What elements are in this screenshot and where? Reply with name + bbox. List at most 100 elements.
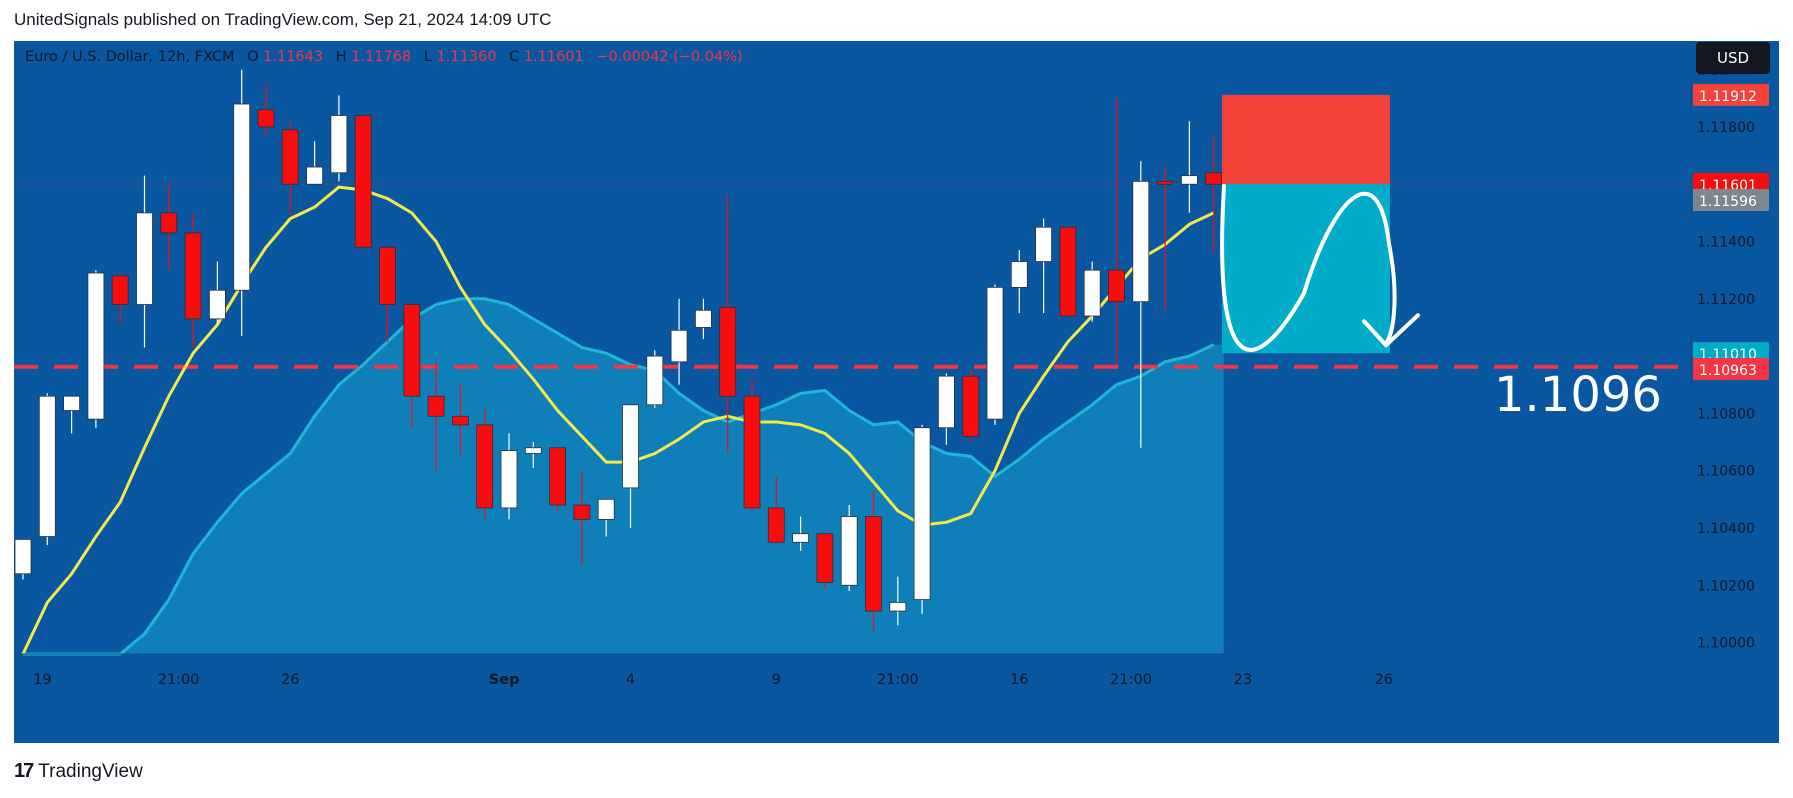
candle-body bbox=[1083, 269, 1101, 317]
tradingview-footer[interactable]: 17 TradingView bbox=[14, 760, 143, 783]
price-tick-label: 1.10000 bbox=[1697, 636, 1755, 652]
legend-l-label: L bbox=[424, 49, 432, 65]
candle-body bbox=[549, 447, 566, 506]
candle-body bbox=[354, 115, 372, 248]
candle bbox=[549, 447, 566, 511]
candle bbox=[403, 304, 421, 428]
time-tick-label: 23 bbox=[1234, 672, 1252, 688]
price-tick-label: 1.10200 bbox=[1697, 578, 1755, 594]
candle-body bbox=[938, 375, 955, 429]
candle-body bbox=[865, 516, 882, 612]
candle-body bbox=[281, 129, 299, 185]
candle-body bbox=[233, 103, 251, 291]
target-label: 1.1096 bbox=[1494, 367, 1662, 423]
candle bbox=[1205, 135, 1223, 253]
candle bbox=[208, 261, 226, 325]
time-tick-label: 19 bbox=[33, 672, 51, 688]
candle-body bbox=[1010, 261, 1028, 288]
price-tick-label: 1.10400 bbox=[1697, 521, 1755, 537]
time-tick-label: Sep bbox=[489, 672, 520, 688]
candle bbox=[1108, 98, 1125, 365]
candle bbox=[306, 141, 324, 185]
candle bbox=[889, 576, 907, 626]
candle-body bbox=[427, 395, 445, 417]
time-tick-label: 21:00 bbox=[877, 672, 919, 688]
candle bbox=[767, 476, 785, 546]
candle bbox=[451, 384, 469, 457]
legend-o-label: O bbox=[247, 49, 258, 65]
candle bbox=[962, 370, 980, 443]
candle bbox=[573, 470, 591, 566]
candle-body bbox=[208, 289, 226, 320]
candle bbox=[1035, 218, 1052, 314]
price-tick-label: 1.10600 bbox=[1697, 464, 1755, 480]
tradingview-logo-icon: 17 bbox=[14, 760, 34, 782]
candlestick-chart[interactable]: 1.1096 Euro / U.S. Dollar, 12h, FXCM O 1… bbox=[14, 41, 1779, 743]
candle-body bbox=[257, 109, 275, 128]
candle bbox=[816, 533, 834, 589]
currency-badge-label: USD bbox=[1717, 49, 1749, 67]
time-tick-label: 9 bbox=[772, 672, 781, 688]
legend-h-label: H bbox=[336, 49, 347, 65]
candle-body bbox=[476, 424, 494, 509]
candle bbox=[233, 69, 251, 337]
candle bbox=[670, 298, 688, 385]
tradingview-brand: TradingView bbox=[38, 760, 143, 782]
legend: Euro / U.S. Dollar, 12h, FXCM O 1.11643 … bbox=[25, 49, 743, 65]
candle bbox=[1010, 250, 1028, 314]
arrow-head bbox=[1362, 313, 1420, 348]
time-tick-label: 26 bbox=[281, 672, 299, 688]
candle bbox=[622, 404, 639, 528]
time-tick-label: 26 bbox=[1375, 672, 1393, 688]
time-tick-label: 4 bbox=[626, 672, 635, 688]
candle-body bbox=[646, 355, 664, 406]
candle-body bbox=[160, 212, 178, 234]
candle-body bbox=[306, 166, 324, 185]
candle-body bbox=[111, 275, 129, 305]
legend-l-value: 1.11360 bbox=[437, 49, 497, 65]
price-tick-label: 1.10800 bbox=[1697, 406, 1755, 422]
legend-c-value: 1.11601 bbox=[524, 49, 584, 65]
candle-body bbox=[136, 212, 153, 305]
candle bbox=[184, 212, 202, 348]
candle bbox=[938, 373, 955, 445]
currency-badge[interactable] bbox=[1696, 42, 1770, 74]
candle bbox=[1181, 121, 1198, 213]
candle bbox=[281, 121, 299, 216]
candle-body bbox=[1035, 226, 1052, 262]
candle-body bbox=[719, 306, 737, 397]
candle bbox=[14, 539, 32, 580]
hand-drawn-arrow bbox=[1220, 183, 1397, 352]
candle bbox=[743, 379, 761, 511]
candle-body bbox=[184, 232, 202, 320]
candle bbox=[111, 273, 129, 325]
take-profit-zone bbox=[1222, 183, 1390, 354]
candle-body bbox=[87, 272, 105, 420]
candle bbox=[695, 298, 712, 339]
time-axis[interactable]: 19 21:00 26 Sep 4 9 21:00 16 21:00 23 26 bbox=[33, 672, 1393, 688]
chart-area[interactable]: 1.1096 Euro / U.S. Dollar, 12h, FXCM O 1… bbox=[14, 41, 1779, 743]
candle bbox=[1156, 167, 1174, 311]
price-badge bbox=[1693, 188, 1769, 211]
position-zones bbox=[1220, 94, 1420, 354]
candle-body bbox=[767, 507, 785, 543]
price-badge-label: 1.10963 bbox=[1699, 363, 1757, 379]
legend-h-value: 1.11768 bbox=[351, 49, 411, 65]
legend-change: −0.00042 (−0.04%) bbox=[596, 49, 742, 65]
candle-body bbox=[1181, 175, 1198, 185]
candle bbox=[1059, 226, 1077, 317]
candle-body bbox=[38, 395, 56, 537]
candle bbox=[1083, 261, 1101, 322]
candle bbox=[792, 516, 809, 551]
candle bbox=[1132, 161, 1150, 448]
candle-body bbox=[840, 516, 858, 586]
price-badge bbox=[1693, 357, 1769, 380]
candle-body bbox=[597, 498, 615, 520]
price-badge bbox=[1693, 83, 1769, 106]
candle bbox=[986, 284, 1004, 425]
candle-body bbox=[573, 504, 591, 520]
candle bbox=[865, 490, 882, 632]
candle-body bbox=[451, 415, 469, 426]
time-tick-label: 21:00 bbox=[1110, 672, 1152, 688]
